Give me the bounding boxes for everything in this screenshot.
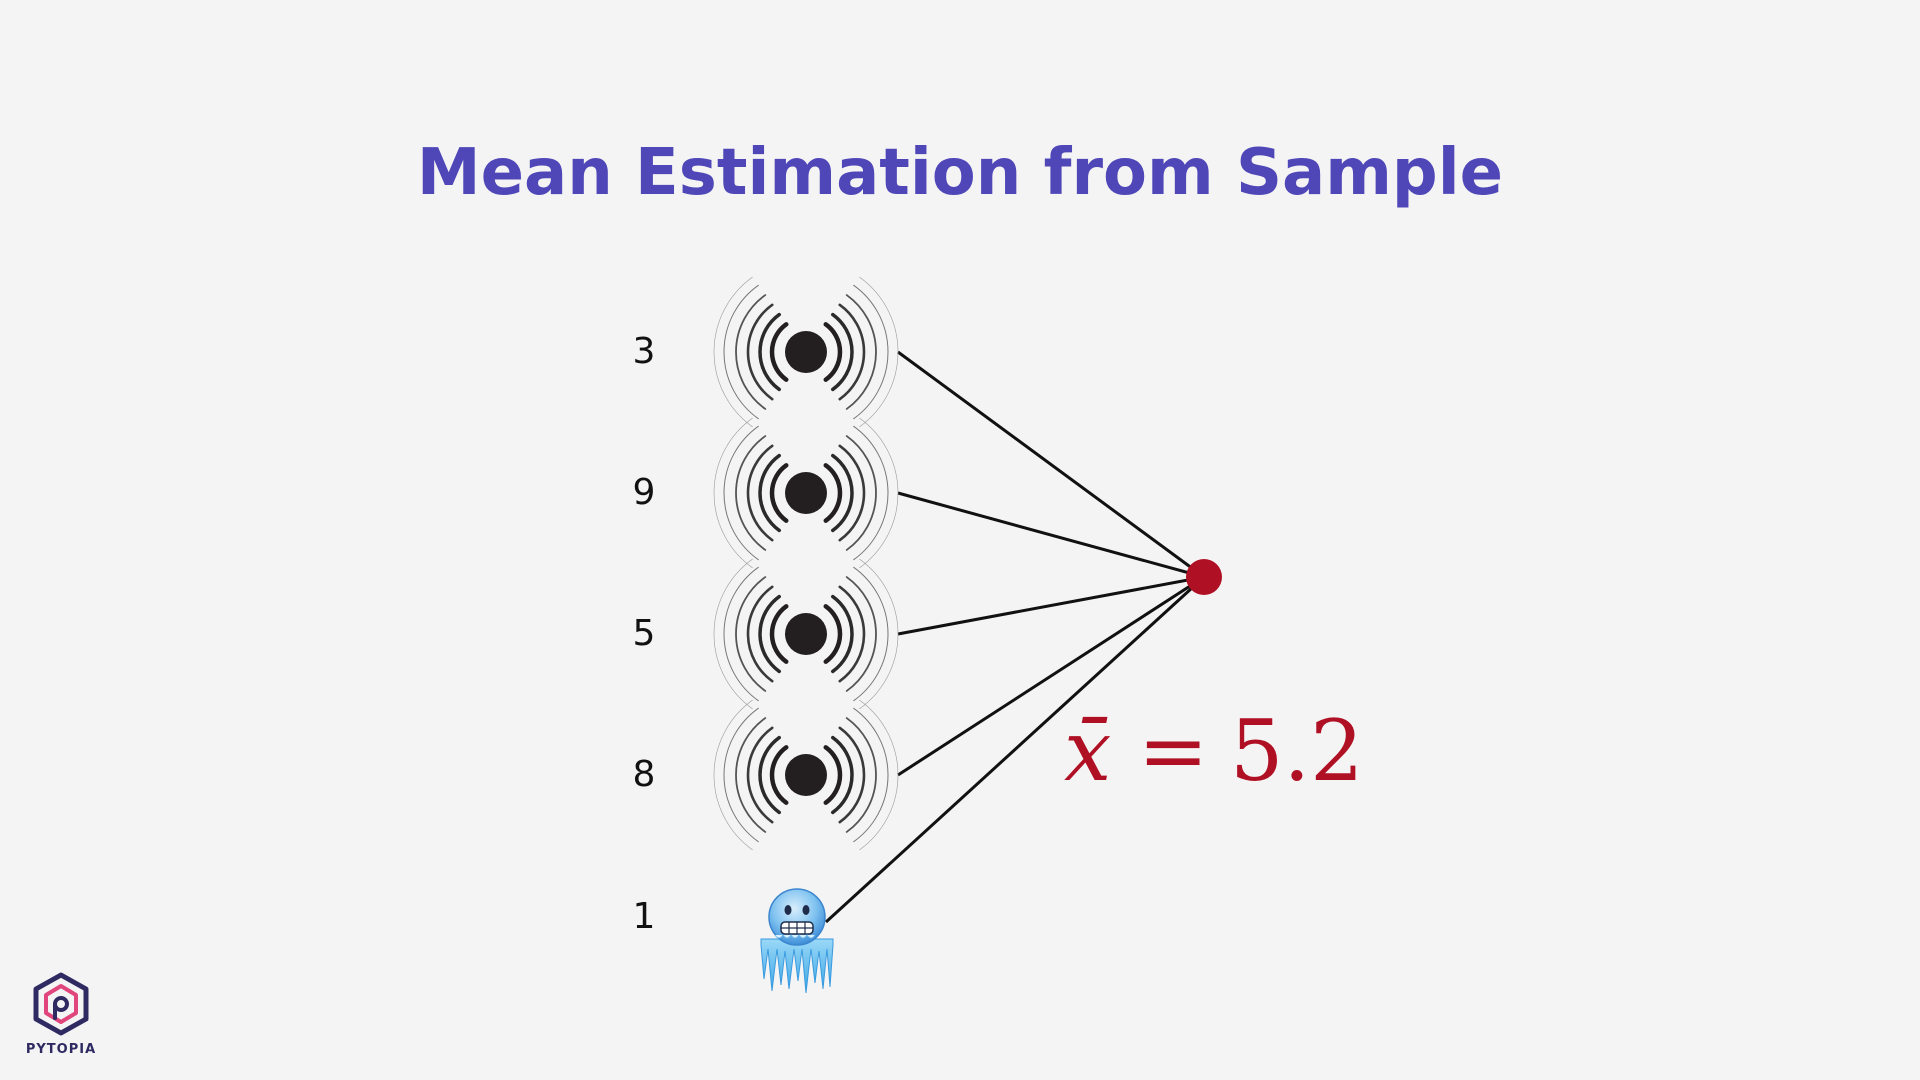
- sample-dot: [785, 331, 827, 373]
- radiating-dot-icon: [713, 558, 899, 710]
- frozen-face-icon: [760, 888, 834, 994]
- mean-value: 5.2: [1230, 702, 1364, 800]
- logo-text: PYTOPIA: [25, 1042, 97, 1057]
- mean-symbol: x̄: [1064, 702, 1111, 800]
- hexagon-logo-icon: [33, 972, 89, 1036]
- sample-value-2: 9: [633, 472, 656, 513]
- sample-value-5: 1: [633, 896, 656, 937]
- sample-dot: [785, 472, 827, 514]
- mean-point: [1186, 559, 1222, 595]
- mean-formula: x̄ = 5.2: [1064, 702, 1364, 800]
- radiating-dot-icon: [713, 699, 899, 851]
- connection-line-1: [897, 350, 1205, 579]
- connection-line-5: [824, 575, 1206, 924]
- connection-line-2: [897, 491, 1205, 579]
- connection-line-4: [897, 575, 1205, 777]
- pytopia-logo: PYTOPIA: [22, 972, 100, 1057]
- sample-value-1: 3: [633, 331, 656, 372]
- sample-value-3: 5: [633, 613, 656, 654]
- mean-equals: =: [1138, 702, 1208, 800]
- sample-dot: [785, 613, 827, 655]
- radiating-dot-icons: [713, 276, 899, 851]
- radiating-dot-icon: [713, 276, 899, 428]
- connection-lines: [824, 350, 1206, 924]
- sample-dot: [785, 754, 827, 796]
- sample-value-4: 8: [633, 754, 656, 795]
- radiating-dot-icon: [713, 417, 899, 569]
- page-title: Mean Estimation from Sample: [416, 136, 1504, 210]
- connection-line-3: [897, 575, 1205, 636]
